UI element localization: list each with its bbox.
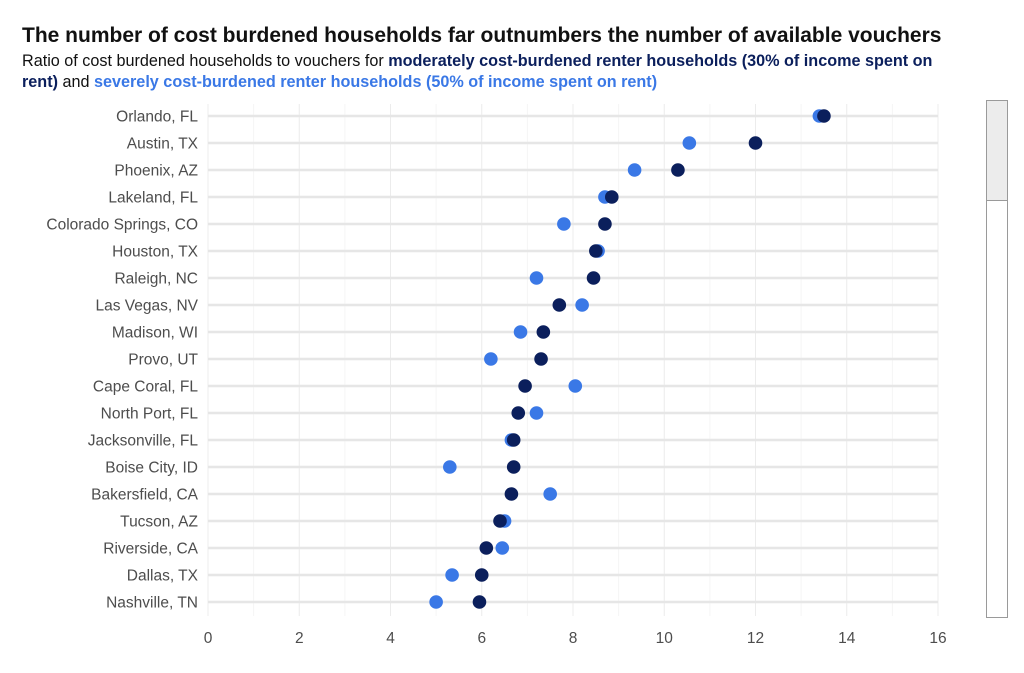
moderate-burden-dot xyxy=(671,163,685,177)
moderate-burden-dot xyxy=(493,514,507,528)
moderate-burden-dot xyxy=(534,352,548,366)
severe-burden-dot xyxy=(484,352,498,366)
moderate-burden-dot xyxy=(472,595,487,609)
severe-burden-dot xyxy=(429,595,443,609)
severe-burden-dot xyxy=(682,136,697,150)
row-label: Lakeland, FL xyxy=(108,190,198,207)
x-tick-label: 2 xyxy=(295,630,304,647)
row-label: Houston, TX xyxy=(112,244,199,261)
row-label: Austin, TX xyxy=(127,136,199,153)
x-tick-label: 6 xyxy=(477,630,486,647)
moderate-burden-dot xyxy=(536,325,551,339)
moderate-burden-dot xyxy=(479,541,494,555)
moderate-burden-dot xyxy=(552,298,567,312)
row-label: Colorado Springs, CO xyxy=(46,217,198,234)
subtitle-moderate-label: moderately cost-burdened renter househol… xyxy=(22,52,933,91)
severe-burden-dot xyxy=(627,163,642,177)
moderate-burden-dot xyxy=(589,244,603,258)
severe-burden-dot xyxy=(529,406,544,420)
row-label-layer: Orlando, FL Austin, TX Phoenix, AZ Lakeland… xyxy=(46,109,198,612)
moderate-burden-dot xyxy=(511,406,526,420)
severe-burden-dot xyxy=(443,460,457,474)
severe-burden-dot xyxy=(568,379,583,393)
moderate-burden-dot xyxy=(817,109,831,123)
row-label: Nashville, TN xyxy=(106,595,198,612)
dot-layer xyxy=(429,109,831,609)
severe-burden-dot xyxy=(445,568,459,582)
subtitle-joiner: and xyxy=(57,73,94,91)
x-tick-label: 14 xyxy=(838,630,856,647)
moderate-burden-dot xyxy=(604,190,619,204)
moderate-burden-dot xyxy=(506,460,521,474)
chart-subtitle: Ratio of cost burdened households to vou… xyxy=(22,51,962,93)
row-label: Cape Coral, FL xyxy=(93,379,198,396)
severe-burden-dot xyxy=(529,271,544,285)
row-label: Las Vegas, NV xyxy=(95,298,198,315)
severe-burden-dot xyxy=(495,541,510,555)
row-label: Madison, WI xyxy=(112,325,198,342)
subtitle-prefix: Ratio of cost burdened households to vou… xyxy=(22,52,389,70)
x-tick-label: 10 xyxy=(656,630,674,647)
row-label: Boise City, ID xyxy=(105,460,198,477)
row-label: Bakersfield, CA xyxy=(91,487,198,504)
moderate-burden-dot xyxy=(586,271,601,285)
row-label: Tucson, AZ xyxy=(120,514,198,531)
moderate-burden-dot xyxy=(748,136,763,150)
moderate-burden-dot xyxy=(474,568,489,582)
scrollbar-thumb[interactable] xyxy=(987,101,1007,201)
x-tick-label: 0 xyxy=(204,630,213,647)
severe-burden-dot xyxy=(557,217,571,231)
row-label: Jacksonville, FL xyxy=(88,433,199,450)
x-tick-layer: 0 2 4 6 8 10 12 14 16 xyxy=(204,630,947,647)
severe-burden-dot xyxy=(513,325,528,339)
row-label: Riverside, CA xyxy=(103,541,198,558)
row-label: Dallas, TX xyxy=(127,568,199,585)
chart-title: The number of cost burdened households f… xyxy=(22,24,942,47)
severe-burden-dot xyxy=(543,487,557,501)
x-tick-label: 12 xyxy=(747,630,764,647)
severe-burden-dot xyxy=(575,298,589,312)
row-label: Raleigh, NC xyxy=(114,271,198,288)
moderate-burden-dot xyxy=(598,217,612,231)
row-label: Phoenix, AZ xyxy=(114,163,198,180)
moderate-burden-dot xyxy=(504,487,519,501)
x-tick-label: 16 xyxy=(929,630,946,647)
x-tick-label: 4 xyxy=(386,630,395,647)
x-tick-label: 8 xyxy=(569,630,578,647)
moderate-burden-dot xyxy=(518,379,532,393)
row-label: Orlando, FL xyxy=(116,109,198,126)
moderate-burden-dot xyxy=(506,433,521,447)
row-label: North Port, FL xyxy=(101,406,199,423)
grid-layer xyxy=(207,104,939,616)
subtitle-severe-label: severely cost-burdened renter households… xyxy=(94,73,658,91)
row-label: Provo, UT xyxy=(128,352,198,369)
scrollbar-track[interactable] xyxy=(986,100,1008,618)
